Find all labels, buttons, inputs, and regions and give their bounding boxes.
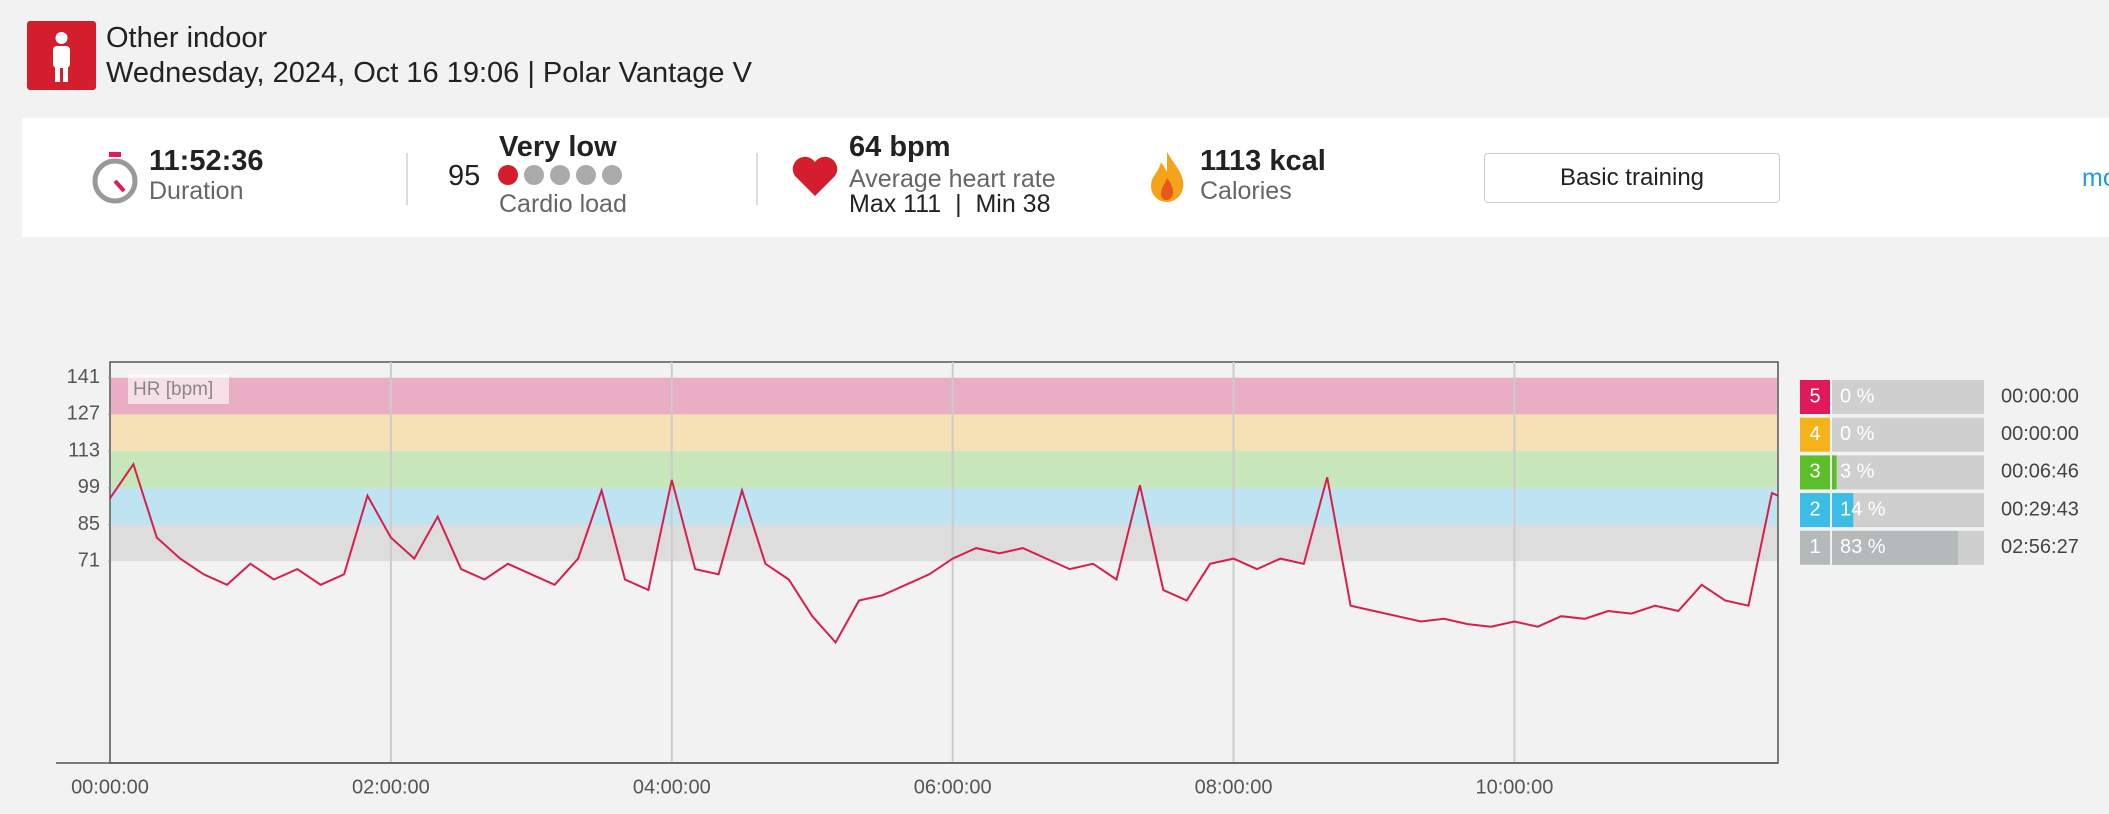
- flame-icon: [1151, 152, 1184, 202]
- y-tick-label: 99: [78, 476, 100, 498]
- y-tick-label: 85: [78, 513, 100, 535]
- zone-bar: [1832, 493, 1854, 528]
- x-tick-label: 00:00:00: [71, 776, 149, 798]
- zone-percent: 3 %: [1840, 461, 1875, 483]
- zone-track: [1832, 455, 1984, 490]
- sport-icon: [27, 21, 96, 90]
- y-tick-label: 141: [67, 366, 100, 388]
- zone-number: 4: [1809, 423, 1820, 445]
- zone-time: 00:00:00: [2001, 423, 2079, 445]
- zone-track: [1832, 417, 1984, 452]
- cardio-level: Very low: [499, 131, 617, 163]
- hr-avg: 64 bpm: [849, 131, 951, 163]
- cardio-value: 95: [448, 160, 481, 192]
- x-tick-label: 10:00:00: [1476, 776, 1554, 798]
- person-icon: [53, 32, 70, 82]
- hr-chart: 71 85 99 113 127 141 00:00:00 02:00:00 04:00:00 0…: [56, 361, 2079, 798]
- zone-bar: [1832, 530, 1959, 565]
- zone-number: 5: [1809, 385, 1820, 407]
- zone-percent: 83 %: [1840, 536, 1886, 558]
- cardio-dots: [498, 165, 622, 185]
- calories: 1113 kcal: [1200, 145, 1326, 177]
- zone-percent: 14 %: [1840, 498, 1886, 520]
- zone-time: 00:29:43: [2001, 498, 2079, 520]
- x-tick-label: 02:00:00: [352, 776, 430, 798]
- summary-panel: 11:52:36 Duration 95 Very low Cardio loa…: [22, 118, 2109, 237]
- zone-time: 00:00:00: [2001, 385, 2079, 407]
- zone-track: [1832, 493, 1984, 528]
- hr-line: [109, 461, 1779, 645]
- zone-band: [111, 487, 1777, 525]
- zone-band: [111, 377, 1777, 415]
- more-link[interactable]: mo: [2082, 164, 2109, 192]
- training-button[interactable]: Basic training: [1484, 153, 1780, 203]
- zone-number: 2: [1809, 498, 1820, 520]
- cardio-label: Cardio load: [499, 190, 627, 218]
- x-tick-label: 08:00:00: [1195, 776, 1273, 798]
- zone-percent: 0 %: [1840, 385, 1875, 407]
- zone-number: 1: [1809, 536, 1820, 558]
- zone-band: [111, 524, 1777, 562]
- zone-bar: [1832, 455, 1837, 490]
- duration: 11:52:36: [149, 145, 264, 177]
- divider: [406, 153, 408, 205]
- subtitle: Wednesday, 2024, Oct 16 19:06 | Polar Va…: [106, 57, 752, 89]
- zone-swatch: [1800, 455, 1830, 490]
- zone-swatch: [1800, 380, 1830, 414]
- y-tick-label: 113: [68, 439, 100, 461]
- zone-band: [111, 414, 1777, 452]
- x-tick-label: 06:00:00: [914, 776, 992, 798]
- zone-swatch: [1800, 530, 1830, 565]
- calories-label: Calories: [1200, 177, 1292, 205]
- zone-track: [1832, 380, 1984, 414]
- zone-number: 3: [1809, 461, 1820, 483]
- duration-label: Duration: [149, 177, 244, 205]
- y-tick-label: 71: [78, 549, 100, 571]
- zone-percent: 0 %: [1840, 423, 1875, 445]
- divider: [756, 153, 758, 205]
- stopwatch-icon: [92, 152, 138, 204]
- zone-swatch: [1800, 493, 1830, 528]
- hr-minmax: Max 111 | Min 38: [849, 190, 1051, 218]
- y-axis-label: HR [bpm]: [133, 379, 213, 400]
- hr-label: Average heart rate: [849, 165, 1056, 193]
- title: Other indoor: [106, 22, 268, 54]
- heart-icon: [792, 156, 838, 196]
- zone-time: 02:56:27: [2001, 536, 2079, 558]
- y-label-box: [128, 374, 229, 404]
- zone-time: 00:06:46: [2001, 461, 2079, 483]
- x-tick-label: 04:00:00: [633, 776, 711, 798]
- zone-swatch: [1800, 417, 1830, 452]
- zone-band: [111, 451, 1777, 488]
- y-tick-label: 127: [67, 403, 100, 425]
